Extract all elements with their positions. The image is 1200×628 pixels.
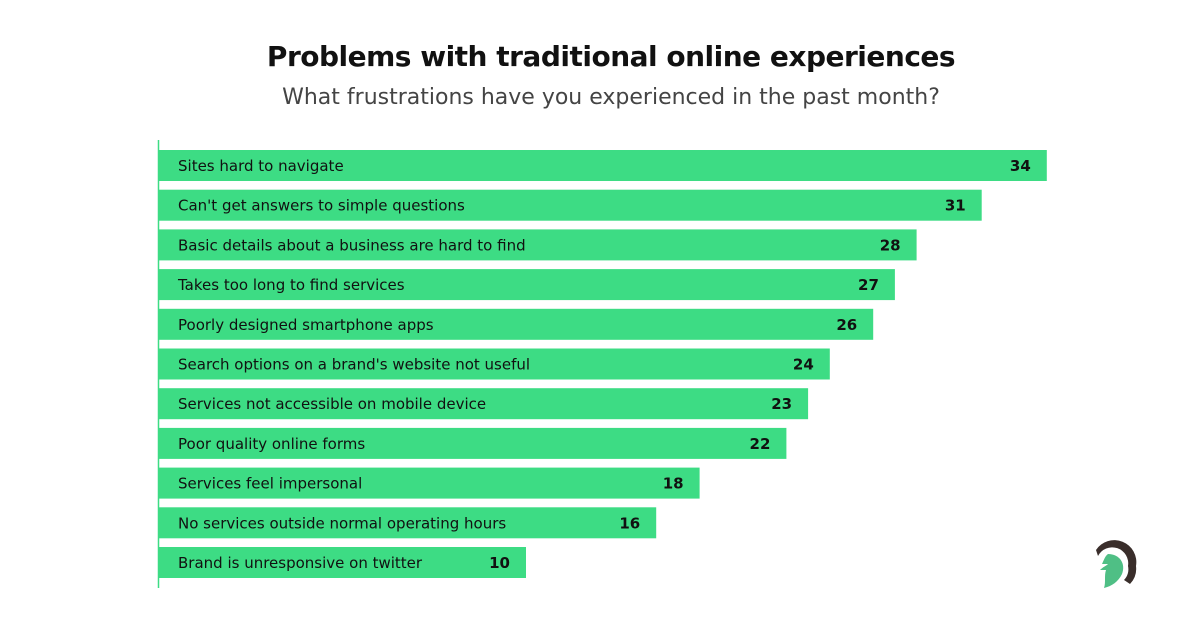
category-label: Search options on a brand's website not … <box>178 356 530 374</box>
value-label: 18 <box>663 475 684 493</box>
value-label: 24 <box>793 356 814 374</box>
value-label: 28 <box>880 236 901 254</box>
value-label: 23 <box>771 395 792 413</box>
bar <box>159 507 657 539</box>
value-label: 16 <box>619 514 640 532</box>
category-label: Poor quality online forms <box>178 435 365 453</box>
bar <box>159 150 1047 181</box>
helmet-leaf-logo <box>1096 540 1137 588</box>
bar <box>159 308 874 340</box>
chart-subtitle: What frustrations have you experienced i… <box>282 85 940 110</box>
value-label: 31 <box>945 197 966 215</box>
category-label: Services feel impersonal <box>178 475 362 493</box>
category-label: Basic details about a business are hard … <box>178 236 526 254</box>
category-label: Sites hard to navigate <box>178 157 344 175</box>
category-label: Poorly designed smartphone apps <box>178 316 434 334</box>
category-label: Takes too long to find services <box>177 276 405 294</box>
bar <box>159 269 895 301</box>
category-label: Services not accessible on mobile device <box>178 395 486 413</box>
value-label: 27 <box>858 276 879 294</box>
value-label: 22 <box>750 435 771 453</box>
bar <box>159 427 787 459</box>
bar <box>159 388 809 420</box>
value-label: 34 <box>1010 157 1031 175</box>
bar <box>159 467 700 499</box>
category-label: Can't get answers to simple questions <box>178 197 465 215</box>
bar <box>159 229 917 261</box>
category-label: Brand is unresponsive on twitter <box>178 554 423 572</box>
value-label: 26 <box>836 316 857 334</box>
bar <box>159 189 982 221</box>
category-label: No services outside normal operating hou… <box>178 514 506 532</box>
bar <box>159 348 830 380</box>
chart-title: Problems with traditional online experie… <box>266 40 956 73</box>
bar <box>159 547 526 578</box>
value-label: 10 <box>489 554 510 572</box>
